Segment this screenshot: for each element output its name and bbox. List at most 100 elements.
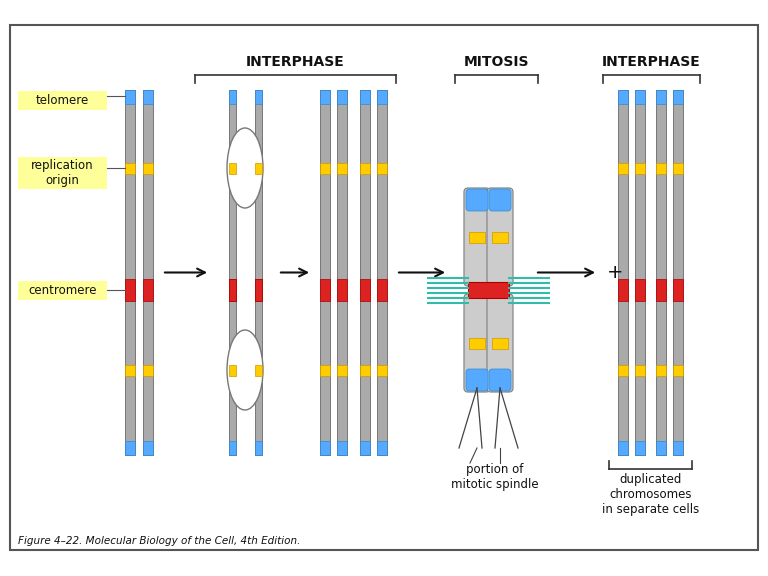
Bar — [377, 279, 387, 301]
Bar — [635, 365, 645, 376]
Bar — [673, 90, 683, 104]
Bar — [469, 232, 485, 242]
Bar — [635, 441, 645, 455]
Bar — [337, 90, 347, 455]
Bar — [492, 232, 508, 242]
Bar — [337, 365, 347, 376]
Bar — [656, 90, 666, 104]
Bar — [377, 90, 387, 104]
Bar — [618, 90, 628, 104]
Bar — [360, 90, 370, 104]
Bar — [125, 90, 135, 455]
Bar — [673, 279, 683, 301]
Bar — [143, 162, 153, 173]
Bar — [377, 162, 387, 173]
Bar — [320, 365, 330, 376]
Bar — [143, 365, 153, 376]
Bar — [618, 441, 628, 455]
Bar — [469, 338, 485, 348]
Bar — [143, 90, 153, 104]
Bar — [18, 281, 107, 300]
Bar — [618, 90, 628, 455]
FancyBboxPatch shape — [464, 188, 490, 286]
Bar — [229, 162, 236, 173]
Bar — [360, 279, 370, 301]
Bar — [320, 90, 330, 104]
FancyBboxPatch shape — [466, 189, 488, 211]
Bar — [229, 279, 236, 301]
Text: centromere: centromere — [28, 283, 97, 297]
Bar — [254, 162, 261, 173]
Bar — [360, 90, 370, 455]
FancyBboxPatch shape — [487, 188, 513, 286]
Bar — [618, 365, 628, 376]
Bar — [635, 90, 645, 455]
Bar — [635, 279, 645, 301]
Bar — [254, 279, 261, 301]
Text: Figure 4–22. Molecular Biology of the Cell, 4th Edition.: Figure 4–22. Molecular Biology of the Ce… — [18, 536, 300, 546]
Text: replication
origin: replication origin — [31, 159, 94, 187]
Bar — [229, 365, 236, 376]
Bar — [673, 365, 683, 376]
Bar — [229, 90, 236, 104]
Bar — [377, 90, 387, 455]
Bar — [618, 279, 628, 301]
Bar — [229, 162, 236, 173]
Text: MITOSIS: MITOSIS — [464, 55, 529, 69]
Text: INTERPHASE: INTERPHASE — [602, 55, 701, 69]
Bar — [125, 90, 135, 104]
Bar — [656, 365, 666, 376]
Bar — [337, 279, 347, 301]
Bar — [229, 90, 236, 455]
Bar — [229, 365, 236, 376]
Bar — [143, 90, 153, 455]
Bar — [656, 90, 666, 455]
Bar — [635, 162, 645, 173]
FancyBboxPatch shape — [487, 294, 513, 392]
Bar — [360, 162, 370, 173]
Bar — [320, 279, 330, 301]
Bar — [673, 90, 683, 455]
Text: INTERPHASE: INTERPHASE — [246, 55, 345, 69]
Bar — [635, 90, 645, 104]
Bar — [377, 365, 387, 376]
Bar — [254, 90, 261, 104]
Bar — [618, 162, 628, 173]
Bar — [337, 162, 347, 173]
Bar — [656, 279, 666, 301]
FancyBboxPatch shape — [489, 189, 511, 211]
Bar — [320, 90, 330, 455]
FancyBboxPatch shape — [466, 369, 488, 391]
Bar — [18, 157, 107, 189]
Bar — [673, 441, 683, 455]
Bar — [254, 441, 261, 455]
Bar — [254, 90, 261, 455]
Bar — [320, 162, 330, 173]
FancyBboxPatch shape — [489, 369, 511, 391]
Bar — [125, 365, 135, 376]
Bar — [125, 162, 135, 173]
Bar — [143, 441, 153, 455]
Ellipse shape — [227, 330, 263, 410]
Bar — [377, 441, 387, 455]
Bar — [254, 365, 261, 376]
Bar — [125, 279, 135, 301]
Bar — [254, 279, 261, 301]
Bar — [673, 162, 683, 173]
Bar — [254, 365, 261, 376]
Bar — [229, 441, 236, 455]
Bar — [143, 279, 153, 301]
Bar — [468, 282, 509, 298]
Text: +: + — [607, 263, 624, 282]
Bar — [360, 441, 370, 455]
Bar — [656, 441, 666, 455]
Text: telomere: telomere — [36, 93, 89, 107]
Text: duplicated
chromosomes
in separate cells: duplicated chromosomes in separate cells — [602, 473, 699, 516]
Bar — [656, 162, 666, 173]
Bar — [360, 365, 370, 376]
Bar — [125, 441, 135, 455]
Bar — [492, 338, 508, 348]
Bar — [254, 162, 261, 173]
Bar — [320, 441, 330, 455]
Text: portion of
mitotic spindle: portion of mitotic spindle — [451, 463, 539, 491]
